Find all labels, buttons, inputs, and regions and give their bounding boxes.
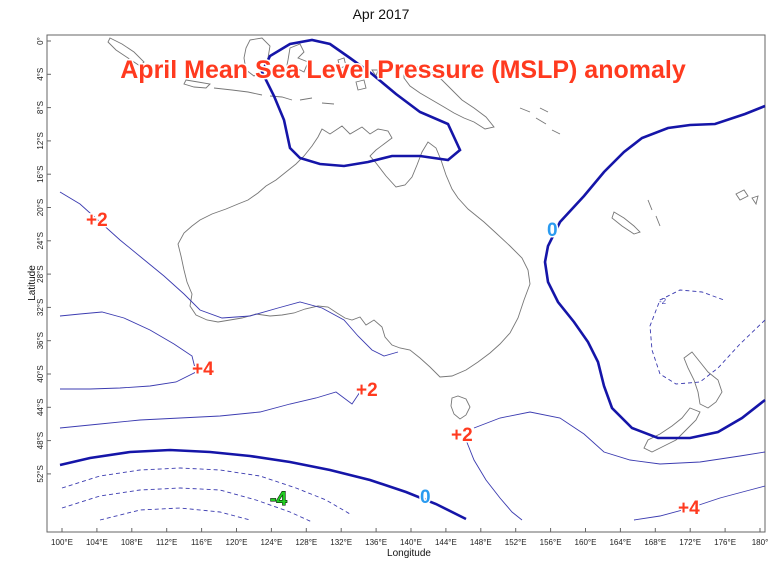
contour-plus4-east xyxy=(633,485,766,521)
contour-plus2-tasman xyxy=(465,439,523,521)
lat-tick-label: 28°S xyxy=(36,265,45,282)
contour-label-plus4-west: +4 xyxy=(192,359,214,380)
lon-tick-label: 108°E xyxy=(121,538,143,547)
lon-tick-label: 148°E xyxy=(470,538,492,547)
lat-tick-label: 0° xyxy=(36,37,45,45)
contour-zero-north xyxy=(260,38,462,168)
lon-tick-label: 140°E xyxy=(400,538,422,547)
lat-tick-label: 12°S xyxy=(36,132,45,149)
lon-tick-label: 156°E xyxy=(540,538,562,547)
longitude-ticks: 100°E 104°E 108°E 112°E 116°E 120°E 124°E 128°E… xyxy=(51,528,768,547)
lon-tick-label: 104°E xyxy=(86,538,108,547)
new-zealand-south-island xyxy=(643,407,701,453)
lon-tick-label: 172°E xyxy=(679,538,701,547)
lat-tick-label: 8°S xyxy=(36,101,45,114)
lat-tick-label: 32°S xyxy=(36,299,45,316)
lat-tick-label: 16°S xyxy=(36,165,45,182)
contour-label-plus2-bight: +2 xyxy=(356,380,378,401)
lon-tick-label: 128°E xyxy=(295,538,317,547)
lon-tick-label: 132°E xyxy=(330,538,352,547)
contour-plus2-west xyxy=(59,191,399,357)
solomon-islands xyxy=(519,107,561,135)
new-guinea-coastline xyxy=(403,65,495,130)
lon-tick-label: 116°E xyxy=(191,538,212,547)
contour-minus6-south xyxy=(99,507,251,521)
moluccas-islands xyxy=(337,57,379,91)
lat-tick-label: 20°S xyxy=(36,199,45,216)
sulawesi-coastline xyxy=(285,43,309,79)
contour-label-plus2-tasman: +2 xyxy=(451,425,473,446)
lon-tick-label: 120°E xyxy=(226,538,248,547)
lon-tick-label: 100°E xyxy=(51,538,73,547)
contour-label-plus4-east: +4 xyxy=(678,498,700,519)
lon-tick-label: 176°E xyxy=(714,538,736,547)
new-zealand-north-island xyxy=(683,351,723,409)
lat-tick-label: 48°S xyxy=(36,432,45,449)
lon-tick-label: 144°E xyxy=(435,538,457,547)
contour-labels: +2 +4 +2 +2 +4 0 0 -4 -2 xyxy=(85,209,702,521)
new-caledonia-coastline xyxy=(611,211,641,235)
vanuatu-islands xyxy=(647,199,661,227)
contour-zero-east xyxy=(543,104,766,440)
contour-label-zero-south: 0 xyxy=(420,487,431,508)
contour-minus2-south xyxy=(61,467,351,515)
fiji-islands xyxy=(735,189,759,206)
java-coastline xyxy=(183,79,211,89)
headline-title: April Mean Sea Level Pressure (MSLP) ano… xyxy=(120,56,686,84)
lon-tick-label: 136°E xyxy=(365,538,387,547)
lon-tick-label: 152°E xyxy=(505,538,527,547)
lat-tick-label: 52°S xyxy=(36,465,45,482)
contour-label-minus2-small: -2 xyxy=(659,297,667,306)
lat-tick-label: 4°S xyxy=(36,68,45,81)
contour-label-zero-pacific: 0 xyxy=(547,220,558,241)
period-title: Apr 2017 xyxy=(353,6,410,22)
contour-plus2-tasman-east xyxy=(473,411,766,465)
contour-plus2-south xyxy=(59,391,361,429)
sumatra-coastline xyxy=(107,37,145,67)
coastlines xyxy=(107,37,759,453)
lon-tick-label: 124°E xyxy=(260,538,282,547)
contour-label-minus4: -4 xyxy=(270,489,287,510)
tasmania-coastline xyxy=(450,395,471,420)
contour-label-plus2-west: +2 xyxy=(86,210,108,231)
lat-tick-label: 24°S xyxy=(36,232,45,249)
lon-tick-label: 164°E xyxy=(609,538,631,547)
lon-tick-label: 168°E xyxy=(644,538,666,547)
contour-minus4-south xyxy=(61,487,313,523)
lat-tick-label: 36°S xyxy=(36,332,45,349)
mslp-contours xyxy=(59,38,766,523)
contour-minus2-pacific xyxy=(649,289,766,385)
australia-coastline xyxy=(177,125,531,378)
lon-tick-label: 160°E xyxy=(575,538,597,547)
x-axis-label: Longitude xyxy=(387,548,431,559)
borneo-coastline xyxy=(243,37,271,77)
contour-plus4-west xyxy=(59,311,197,390)
contour-zero-south xyxy=(59,448,467,521)
y-axis-label: Latitude xyxy=(27,265,38,301)
lat-tick-label: 44°S xyxy=(36,399,45,416)
plot-frame xyxy=(46,34,766,533)
lon-tick-label: 180° xyxy=(752,538,769,547)
lon-tick-label: 112°E xyxy=(156,538,177,547)
latitude-ticks: 0° 4°S 8°S 12°S 16°S 20°S 24°S 28°S 32°S 36°S 40°S… xyxy=(36,37,51,483)
lat-tick-label: 40°S xyxy=(36,365,45,382)
lesser-sunda-islands xyxy=(213,87,335,105)
